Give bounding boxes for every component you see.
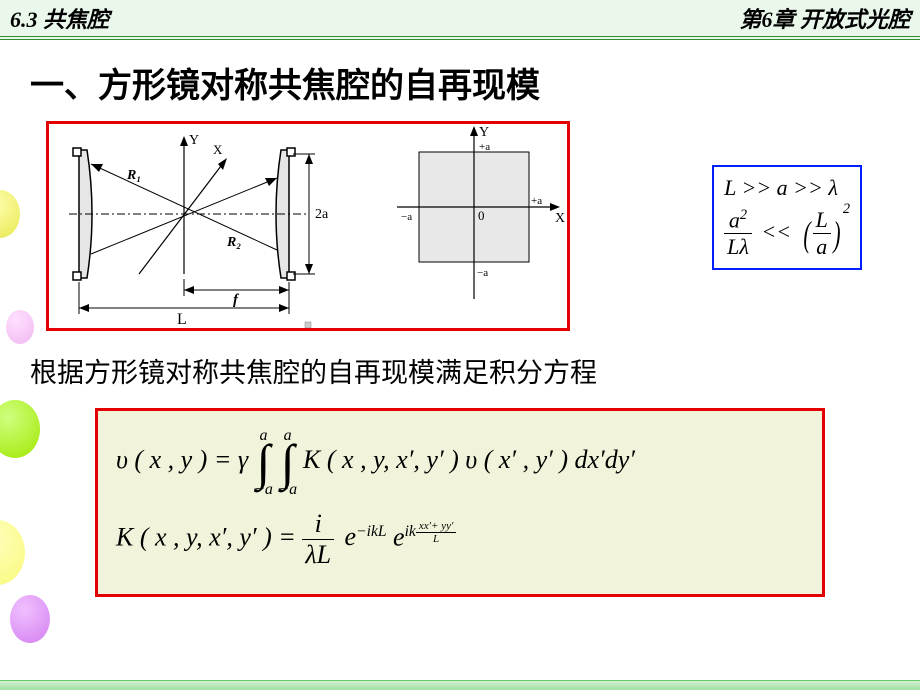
svg-text:R₂: R₂ bbox=[226, 235, 241, 250]
balloon-deco bbox=[0, 520, 25, 585]
svg-text:Y: Y bbox=[189, 133, 199, 148]
equation-1: υ ( x , y ) = γ a ∫ −a a ∫ −a K ( x , y,… bbox=[116, 433, 804, 491]
svg-text:+a: +a bbox=[479, 141, 490, 153]
svg-text:−a: −a bbox=[401, 211, 412, 223]
integral-equation-box: υ ( x , y ) = γ a ∫ −a a ∫ −a K ( x , y,… bbox=[95, 408, 825, 597]
condition-line-1: L >> a >> λ bbox=[724, 175, 850, 201]
balloon-deco bbox=[10, 595, 50, 643]
svg-text:0: 0 bbox=[478, 208, 485, 223]
svg-text:−a: −a bbox=[477, 267, 488, 279]
header-chapter: 第6章 开放式光腔 bbox=[739, 2, 910, 34]
svg-text:+a: +a bbox=[531, 195, 542, 207]
page-footer bbox=[0, 680, 920, 690]
balloon-deco bbox=[0, 400, 40, 458]
svg-text:R₁: R₁ bbox=[126, 168, 141, 183]
body-text: 根据方形镜对称共焦腔的自再现模满足积分方程 bbox=[0, 331, 920, 390]
svg-text:X: X bbox=[555, 211, 565, 226]
header-section: 6.3 共焦腔 bbox=[10, 2, 109, 34]
cavity-svg: R₁ R₂ Y X L f 2a Y X 0 +a +a −a −a bbox=[49, 124, 567, 328]
svg-text:X: X bbox=[213, 142, 223, 157]
section-title: 一、方形镜对称共焦腔的自再现模 bbox=[0, 40, 920, 121]
cavity-diagram: R₁ R₂ Y X L f 2a Y X 0 +a +a −a −a bbox=[46, 121, 570, 331]
page-header: 6.3 共焦腔 第6章 开放式光腔 bbox=[0, 0, 920, 40]
equation-2: K ( x , y, x′, y′ ) = i λL e−ikL eikxx′+… bbox=[116, 509, 804, 570]
condition-box: L >> a >> λ a2 Lλ << ( L a )2 bbox=[712, 165, 862, 270]
svg-text:2a: 2a bbox=[315, 207, 329, 222]
svg-text:L: L bbox=[177, 311, 187, 328]
balloon-deco bbox=[0, 190, 20, 238]
svg-text:f: f bbox=[233, 292, 240, 308]
condition-line-2: a2 Lλ << ( L a )2 bbox=[724, 207, 850, 260]
svg-text:Y: Y bbox=[479, 125, 489, 140]
